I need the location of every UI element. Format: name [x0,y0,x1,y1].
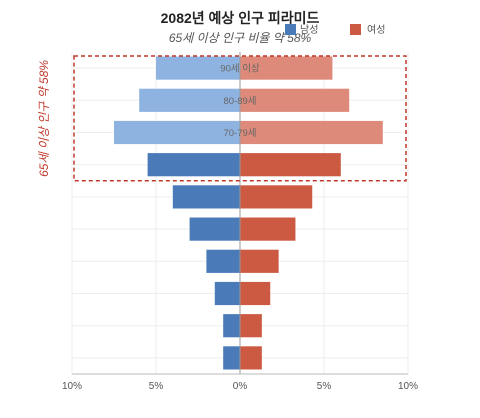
legend-label-male: 남성 [300,24,318,36]
bar-male [189,217,240,241]
bar-female [240,314,262,338]
x-axis: 10% 5% 0% 5% 10% [62,373,418,392]
bar-female [240,346,262,370]
x-tick-label: 5% [149,381,164,392]
bar-female [240,88,350,112]
age-group-label: 70-79세 [223,128,256,139]
x-tick-label: 5% [317,381,332,392]
age-group-label: 80-89세 [223,96,256,107]
chart-subtitle: 65세 이상 인구 비율 약 58% [169,31,312,45]
x-tick-label: 10% [398,381,418,392]
legend-swatch-female [350,24,361,35]
legend-swatch-male [285,24,296,35]
legend-label-female: 여성 [367,24,385,36]
bar-female [240,217,296,241]
legend: 남성 여성 [285,24,385,36]
bars-group [114,52,383,374]
bar-male [214,281,240,306]
annotation-label: 65세 이상 인구 약 58% [37,60,51,177]
bar-male [114,120,240,145]
age-labels-group: 90세 이상 80-89세 70-79세 [220,64,260,139]
highlight-box [73,55,407,182]
chart-title: 2082년 예상 인구 피라미드 [161,10,320,26]
bar-female [240,249,279,273]
bar-male [147,153,240,177]
bar-female [240,120,383,145]
x-tick-label: 0% [233,381,248,392]
bar-male [172,185,240,209]
bar-male [139,88,240,112]
bar-female [240,281,271,306]
bar-female [240,153,341,177]
x-tick-label: 10% [62,381,82,392]
bar-male [156,56,240,80]
bar-male [206,249,240,273]
bar-male [223,314,240,338]
bar-female [240,56,333,80]
bar-female [240,185,313,209]
age-group-label: 90세 이상 [220,64,260,75]
bar-male [223,346,240,370]
